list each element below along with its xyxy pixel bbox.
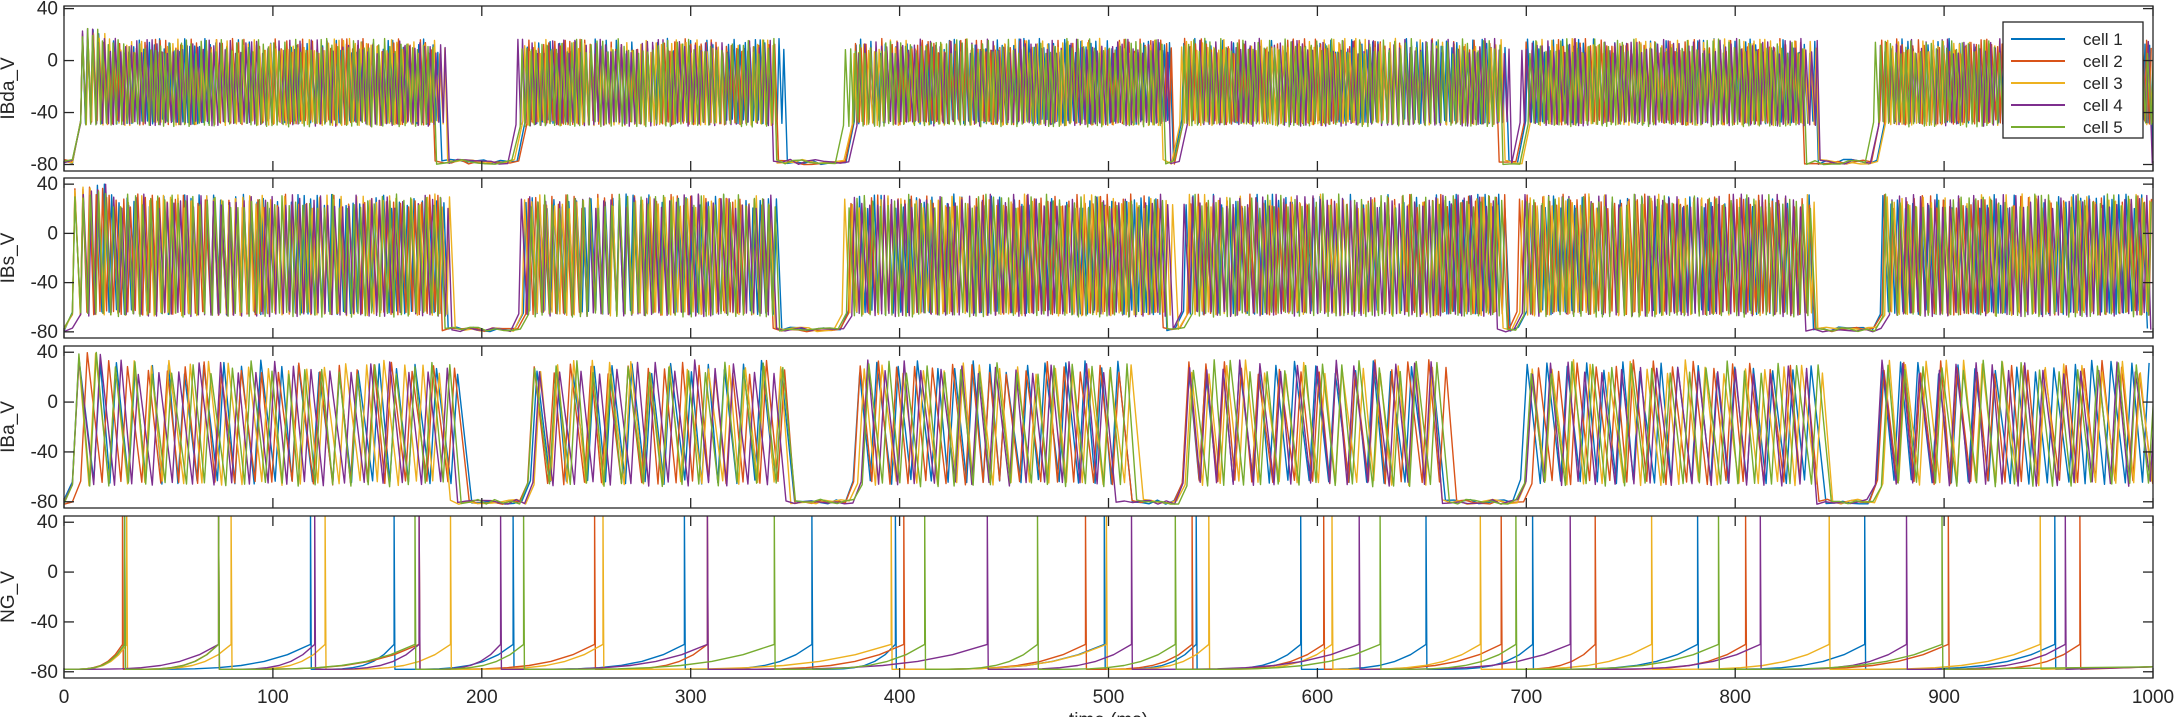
- x-tick-label: 100: [257, 687, 289, 708]
- y-axis-label: IBs_V: [0, 232, 19, 283]
- series-line-cell-5: [64, 516, 2153, 670]
- series-line-cell-5: [64, 27, 2153, 166]
- x-tick-label: 500: [1093, 687, 1125, 708]
- x-tick-label: 700: [1510, 687, 1542, 708]
- y-tick-label: -40: [31, 103, 58, 124]
- x-tick-label: 400: [884, 687, 916, 708]
- series-line-cell-3: [64, 516, 2153, 670]
- series-line-cell-4: [64, 516, 2153, 670]
- legend-label-cell-2: cell 2: [2083, 52, 2123, 71]
- series-line-cell-2: [64, 516, 2153, 670]
- x-axis-label: time (ms): [1069, 710, 1148, 717]
- panel-4-series: [64, 516, 2153, 670]
- y-axis-label: IBda_V: [0, 57, 19, 120]
- y-axis-label: IBa_V: [0, 401, 19, 453]
- series-line-cell-5: [64, 191, 2152, 333]
- x-tick-label: 900: [1928, 687, 1960, 708]
- panel-2-series: [64, 183, 2153, 333]
- y-tick-label: -80: [31, 492, 58, 513]
- y-tick-label: 40: [37, 174, 58, 195]
- x-tick-label: 800: [1719, 687, 1751, 708]
- x-tick-label: 0: [59, 687, 70, 708]
- y-tick-label: -40: [31, 273, 58, 294]
- x-tick-label: 300: [675, 687, 707, 708]
- x-tick-label: 600: [1302, 687, 1334, 708]
- panel-3: -80 -40 0 40 IBa_V: [0, 342, 2154, 513]
- y-tick-label: 0: [47, 51, 58, 72]
- y-tick-label: -40: [31, 612, 58, 633]
- panel-1-series: [64, 27, 2153, 166]
- y-tick-label: -80: [31, 322, 58, 343]
- y-tick-label: 40: [37, 0, 58, 20]
- panel-1: -80 -40 0 40 IBda_V: [0, 0, 2154, 176]
- legend-label-cell-3: cell 3: [2083, 74, 2123, 93]
- y-tick-label: -80: [31, 155, 58, 176]
- y-tick-label: 0: [47, 392, 58, 413]
- y-tick-label: -80: [31, 662, 58, 683]
- y-tick-label: -40: [31, 442, 58, 463]
- panel-3-series: [64, 351, 2153, 505]
- y-tick-label: 40: [37, 512, 58, 533]
- legend-label-cell-4: cell 4: [2083, 96, 2123, 115]
- y-tick-label: 0: [47, 562, 58, 583]
- legend-box: [2002, 21, 2144, 139]
- panel-4: -80 -40 0 40 NG_V: [0, 512, 2154, 683]
- y-axis-label: NG_V: [0, 571, 19, 623]
- series-line-cell-4: [64, 28, 2153, 165]
- x-tick-label: 200: [466, 687, 498, 708]
- legend-label-cell-1: cell 1: [2083, 30, 2123, 49]
- y-tick-label: 0: [47, 223, 58, 244]
- legend-label-cell-5: cell 5: [2083, 118, 2123, 137]
- panel-2: -80 -40 0 40 IBs_V: [0, 174, 2154, 343]
- series-line-cell-3: [64, 32, 2153, 165]
- series-line-cell-5: [64, 351, 2153, 505]
- y-tick-label: 40: [37, 342, 58, 363]
- legend: cell 1 cell 2 cell 3 cell 4 cell 5: [2002, 21, 2144, 139]
- series-line-cell-1: [64, 516, 2153, 670]
- x-tick-label: 1000: [2132, 687, 2174, 708]
- panel-4-axes-box: [63, 515, 2154, 679]
